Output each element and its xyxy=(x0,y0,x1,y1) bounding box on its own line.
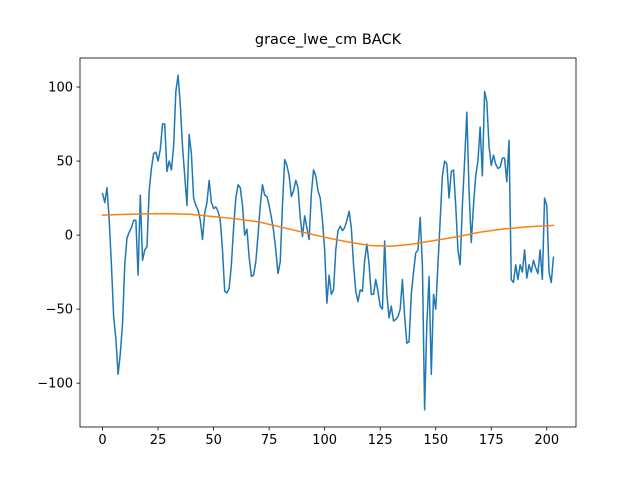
x-tick-label: 75 xyxy=(261,433,278,448)
x-tick-label: 150 xyxy=(423,433,448,448)
y-tick-label: −100 xyxy=(37,377,73,392)
x-tick-label: 25 xyxy=(150,433,167,448)
y-tick-label: 50 xyxy=(56,155,73,170)
x-tick-label: 0 xyxy=(98,433,106,448)
data-line xyxy=(101,74,555,411)
y-tick-label: 100 xyxy=(48,81,73,96)
data-line xyxy=(101,212,555,247)
x-tick-label: 50 xyxy=(205,433,222,448)
plot-frame xyxy=(79,57,577,428)
chart-title: grace_lwe_cm BACK xyxy=(255,32,402,48)
y-tick-label: 0 xyxy=(65,229,73,244)
x-tick-label: 100 xyxy=(312,433,337,448)
x-tick-label: 175 xyxy=(479,433,504,448)
y-tick-label: −50 xyxy=(46,303,73,318)
x-tick-label: 200 xyxy=(534,433,559,448)
x-tick-label: 125 xyxy=(368,433,393,448)
